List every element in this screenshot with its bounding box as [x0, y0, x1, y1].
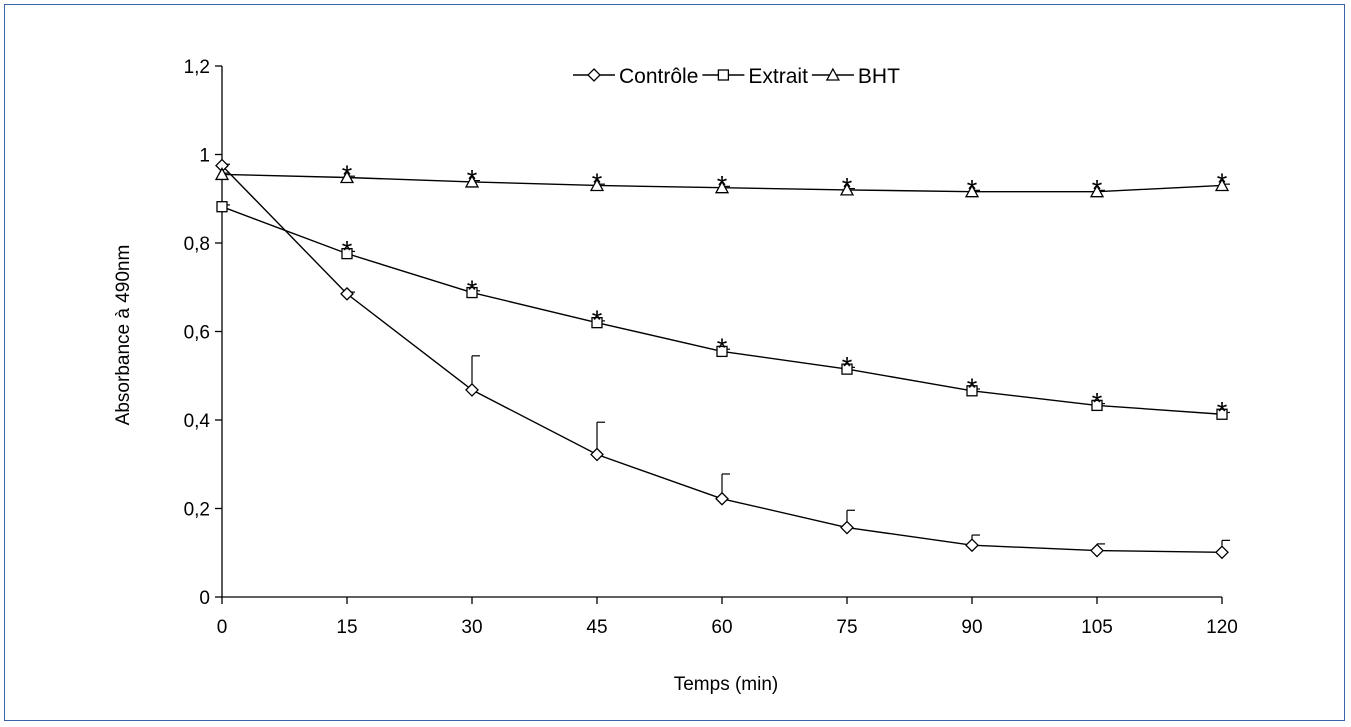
series-triangle: * * * * * * * *: [214, 160, 1230, 204]
x-tick-label: 75: [836, 617, 857, 638]
legend-label-triangle: BHT: [858, 65, 900, 88]
x-tick-label: 105: [1081, 617, 1113, 638]
data-point-square: [216, 201, 228, 213]
x-tick-label: 90: [961, 617, 982, 638]
x-tick-label: 120: [1206, 617, 1238, 638]
significance-marker: *: [592, 305, 603, 335]
data-point-triangle: [714, 180, 730, 194]
data-point-diamond: [840, 520, 854, 535]
x-tick-label: 30: [461, 617, 482, 638]
data-point-square: [341, 247, 353, 260]
legend-marker-diamond: [587, 68, 601, 82]
plot-area: * * * * * * * * * * * * * * * *: [214, 158, 1230, 560]
data-point-triangle: [964, 184, 980, 198]
legend-item-square: Extrait: [702, 65, 808, 88]
axes: [221, 66, 1222, 598]
data-point-triangle: [464, 174, 480, 188]
significance-marker: *: [717, 170, 728, 200]
data-point-square: [841, 363, 853, 375]
significance-marker: *: [592, 168, 603, 198]
chart-frame: 0 0,2 0,4 0,6 0,8 1 1,2 0 15 30 45 60 75 90 105 120 * *…: [4, 4, 1345, 721]
legend: Contrôle Extrait BHT: [573, 65, 900, 88]
y-axis-title: Absorbance à 490nm: [113, 245, 134, 426]
y-tick-label: 0,8: [184, 234, 210, 255]
significance-marker: *: [842, 351, 853, 381]
x-tick-label: 0: [217, 617, 228, 638]
data-point-square: [1216, 408, 1228, 420]
data-point-triangle: [839, 182, 855, 196]
data-point-diamond: [1090, 543, 1104, 558]
data-point-diamond: [715, 491, 729, 506]
data-point-square: [466, 286, 478, 299]
data-point-square: [591, 316, 603, 329]
data-point-triangle: [339, 170, 355, 184]
y-tick-label: 0,6: [184, 323, 210, 344]
y-tick-label: 0,4: [184, 411, 211, 432]
line-chart: 00,20,40,60,811,2 0 15 30 45 60 75 90 105 120 **…: [113, 57, 1238, 695]
legend-item-diamond: Contrôle: [573, 65, 698, 88]
series-square: * * * * * * * *: [216, 201, 1230, 426]
significance-marker: *: [1092, 174, 1103, 204]
x-axis-title: Temps (min): [674, 674, 779, 695]
data-point-diamond: [965, 538, 979, 553]
significance-marker: *: [467, 275, 478, 305]
legend-marker-square: [717, 69, 730, 81]
data-point-triangle: [589, 178, 605, 192]
significance-marker: *: [342, 160, 353, 190]
significance-marker: *: [967, 174, 978, 204]
data-point-diamond: [590, 447, 604, 462]
x-tick-label: 60: [711, 617, 732, 638]
legend-item-triangle: BHT: [811, 65, 900, 88]
data-point-square: [716, 345, 728, 358]
x-axis-ticks: 0 15 30 45 60 75 90 105 120: [217, 597, 1238, 638]
data-point-square: [1091, 399, 1103, 412]
y-tick-label: 0,2: [184, 500, 210, 521]
significance-marker: *: [1217, 168, 1228, 198]
y-axis-ticks: 0 0,2 0,4 0,6 0,8 1 1,2: [184, 57, 222, 609]
significance-marker: *: [967, 373, 978, 403]
data-point-diamond: [340, 286, 354, 301]
y-tick-label: 0: [199, 588, 210, 609]
legend-label-diamond: Contrôle: [619, 65, 698, 88]
significance-marker: *: [842, 173, 853, 203]
legend-marker-triangle: [825, 67, 841, 81]
legend-label-square: Extrait: [748, 65, 808, 88]
data-point-diamond: [1215, 545, 1229, 560]
y-tick-label: 1,2: [184, 57, 210, 78]
significance-marker: *: [1092, 388, 1103, 418]
x-tick-label: 45: [586, 617, 607, 638]
data-point-diamond: [465, 382, 479, 397]
data-point-square: [966, 385, 978, 397]
data-point-triangle: [1089, 184, 1105, 198]
y-tick-label: 1: [199, 146, 210, 167]
significance-marker: *: [467, 165, 478, 195]
significance-marker: *: [1217, 396, 1228, 426]
significance-marker: *: [717, 333, 728, 363]
significance-marker: *: [342, 235, 353, 265]
data-point-triangle: [1214, 178, 1230, 192]
series-diamond: [215, 158, 1230, 560]
series-line-square: [221, 206, 1223, 415]
x-tick-label: 15: [336, 617, 357, 638]
data-point-triangle: [214, 167, 230, 181]
